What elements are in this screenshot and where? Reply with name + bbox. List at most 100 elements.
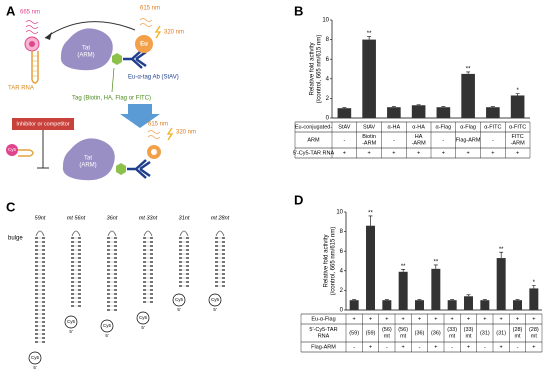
table-cell: (36) [415,330,425,336]
rna-label: TAR RNA [8,86,34,92]
error-bar [433,264,438,269]
emission-label: 665 nm [20,10,40,16]
antibody [127,159,151,179]
y-tick-label: 6 [340,249,344,255]
eu-label: Eu [140,42,148,48]
table-cell: (56) [398,327,408,333]
table-cell: α-FITC [509,124,526,130]
y-axis-label: (/control, 665 nm/615 nm) [317,35,323,104]
table-cell: Biotin [362,134,376,140]
table-cell: mt [449,334,456,340]
emission-wave [25,20,39,34]
construct-label: 59nt [35,215,46,221]
table-cell: - [343,137,345,143]
cy5-dye [136,311,150,325]
table-cell: α-HA [388,124,401,130]
error-bar [531,285,536,289]
rna-loop [107,230,117,237]
row-label: RNA [318,334,330,340]
europium [135,35,153,53]
five-prime-label: 5' [177,307,181,312]
table-cell: - [442,137,444,143]
tar-rna [18,149,34,157]
cy5-label: Cy5 [175,297,183,302]
table-cell: - [517,344,519,350]
table-cell: -ARM [362,141,376,147]
bar [337,108,352,118]
bar [464,296,473,310]
cy5-dye [208,293,222,307]
rna-loop [143,230,153,237]
bar [366,225,375,310]
tag [112,53,122,65]
europium-core [151,149,157,155]
table-cell: Flag-ARM [456,137,481,143]
table-cell: mt [400,334,407,340]
rna-loop [215,230,225,237]
table-cell: (33) [464,327,474,333]
diagram-a-inhibited: Inhibitor or competitor Cy5 Tat (ARM) 61… [6,118,196,181]
row-label: Eu-conjugated- [295,124,332,130]
table-cell: + [343,150,346,156]
table-cell: + [500,344,503,350]
table-cell: - [393,137,395,143]
table-cell: + [368,150,371,156]
inhibitor-label: Inhibitor or competitor [16,121,69,127]
cy5-label: Cy5 [211,297,219,302]
table-cell: + [385,316,388,322]
table-cell: mt [384,334,391,340]
table-cell: - [451,344,453,350]
table-cell: (59) [349,330,359,336]
bar [349,300,359,310]
bar [382,300,392,310]
bar [436,107,451,118]
y-tick-label: 0 [340,308,344,314]
five-prime-label: 5' [69,329,73,334]
diagram-c: 59nt Cy5 5' mt 56nt Cy5 5' 36nt Cy5 5' mt 33nt Cy5… [28,215,230,370]
emission-wave [139,18,153,27]
bar [513,300,522,310]
bar [415,300,424,310]
antibody [123,49,147,69]
cy5-dye [64,315,78,329]
table-cell: + [532,316,535,322]
table-cell: -ARM [412,141,426,147]
significance-label: ** [368,210,373,216]
significance-label: ** [367,31,372,37]
table-cell: + [491,150,494,156]
significance-label: * [516,88,519,94]
tar-stem [32,55,38,77]
table-cell: + [442,150,445,156]
y-axis-label: Relative fold activity [324,234,330,287]
cy5-dye [28,351,42,365]
row-label: ARM [307,137,320,143]
cy5-dye [172,293,186,307]
protein-label: Tat [84,156,92,162]
table-cell: - [353,344,355,350]
process-arrow [120,104,160,128]
bar [447,300,457,310]
bar [362,39,376,118]
emission-wave [147,130,161,139]
cy5-dye [100,319,114,333]
panel-label: A [6,3,16,18]
table-cell: StAV [338,124,350,130]
table-cell: + [483,316,486,322]
table-cell: + [451,316,454,322]
leader [111,67,115,93]
y-tick-label: 4 [326,76,330,82]
bar [529,288,539,310]
bar [387,107,401,118]
error-bar [515,93,520,96]
error-bar [368,215,373,226]
inhibitor-box [12,118,74,130]
bar [480,300,490,310]
y-tick-label: 8 [340,229,344,235]
row-label: 5'-Cy5-TAR [309,327,337,333]
table-cell: - [492,137,494,143]
table-cell: + [434,344,437,350]
bar [496,258,506,310]
y-tick-label: 2 [340,288,344,294]
emission-label: 615 nm [148,122,168,128]
